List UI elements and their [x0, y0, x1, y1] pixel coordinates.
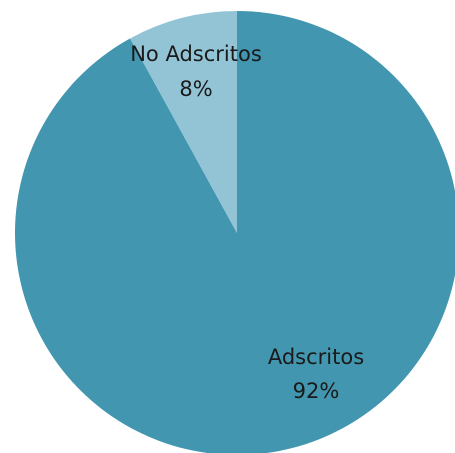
slice-value-no-adscritos: 8%	[179, 77, 212, 101]
slice-value-adscritos: 92%	[293, 379, 340, 403]
pie-slice-adscritos	[15, 11, 455, 453]
pie-slice-no-adscritos	[130, 11, 237, 233]
slice-label-no-adscritos: No Adscritos	[130, 42, 262, 66]
pie-slices	[15, 11, 455, 453]
slice-label-adscritos: Adscritos	[268, 345, 364, 369]
